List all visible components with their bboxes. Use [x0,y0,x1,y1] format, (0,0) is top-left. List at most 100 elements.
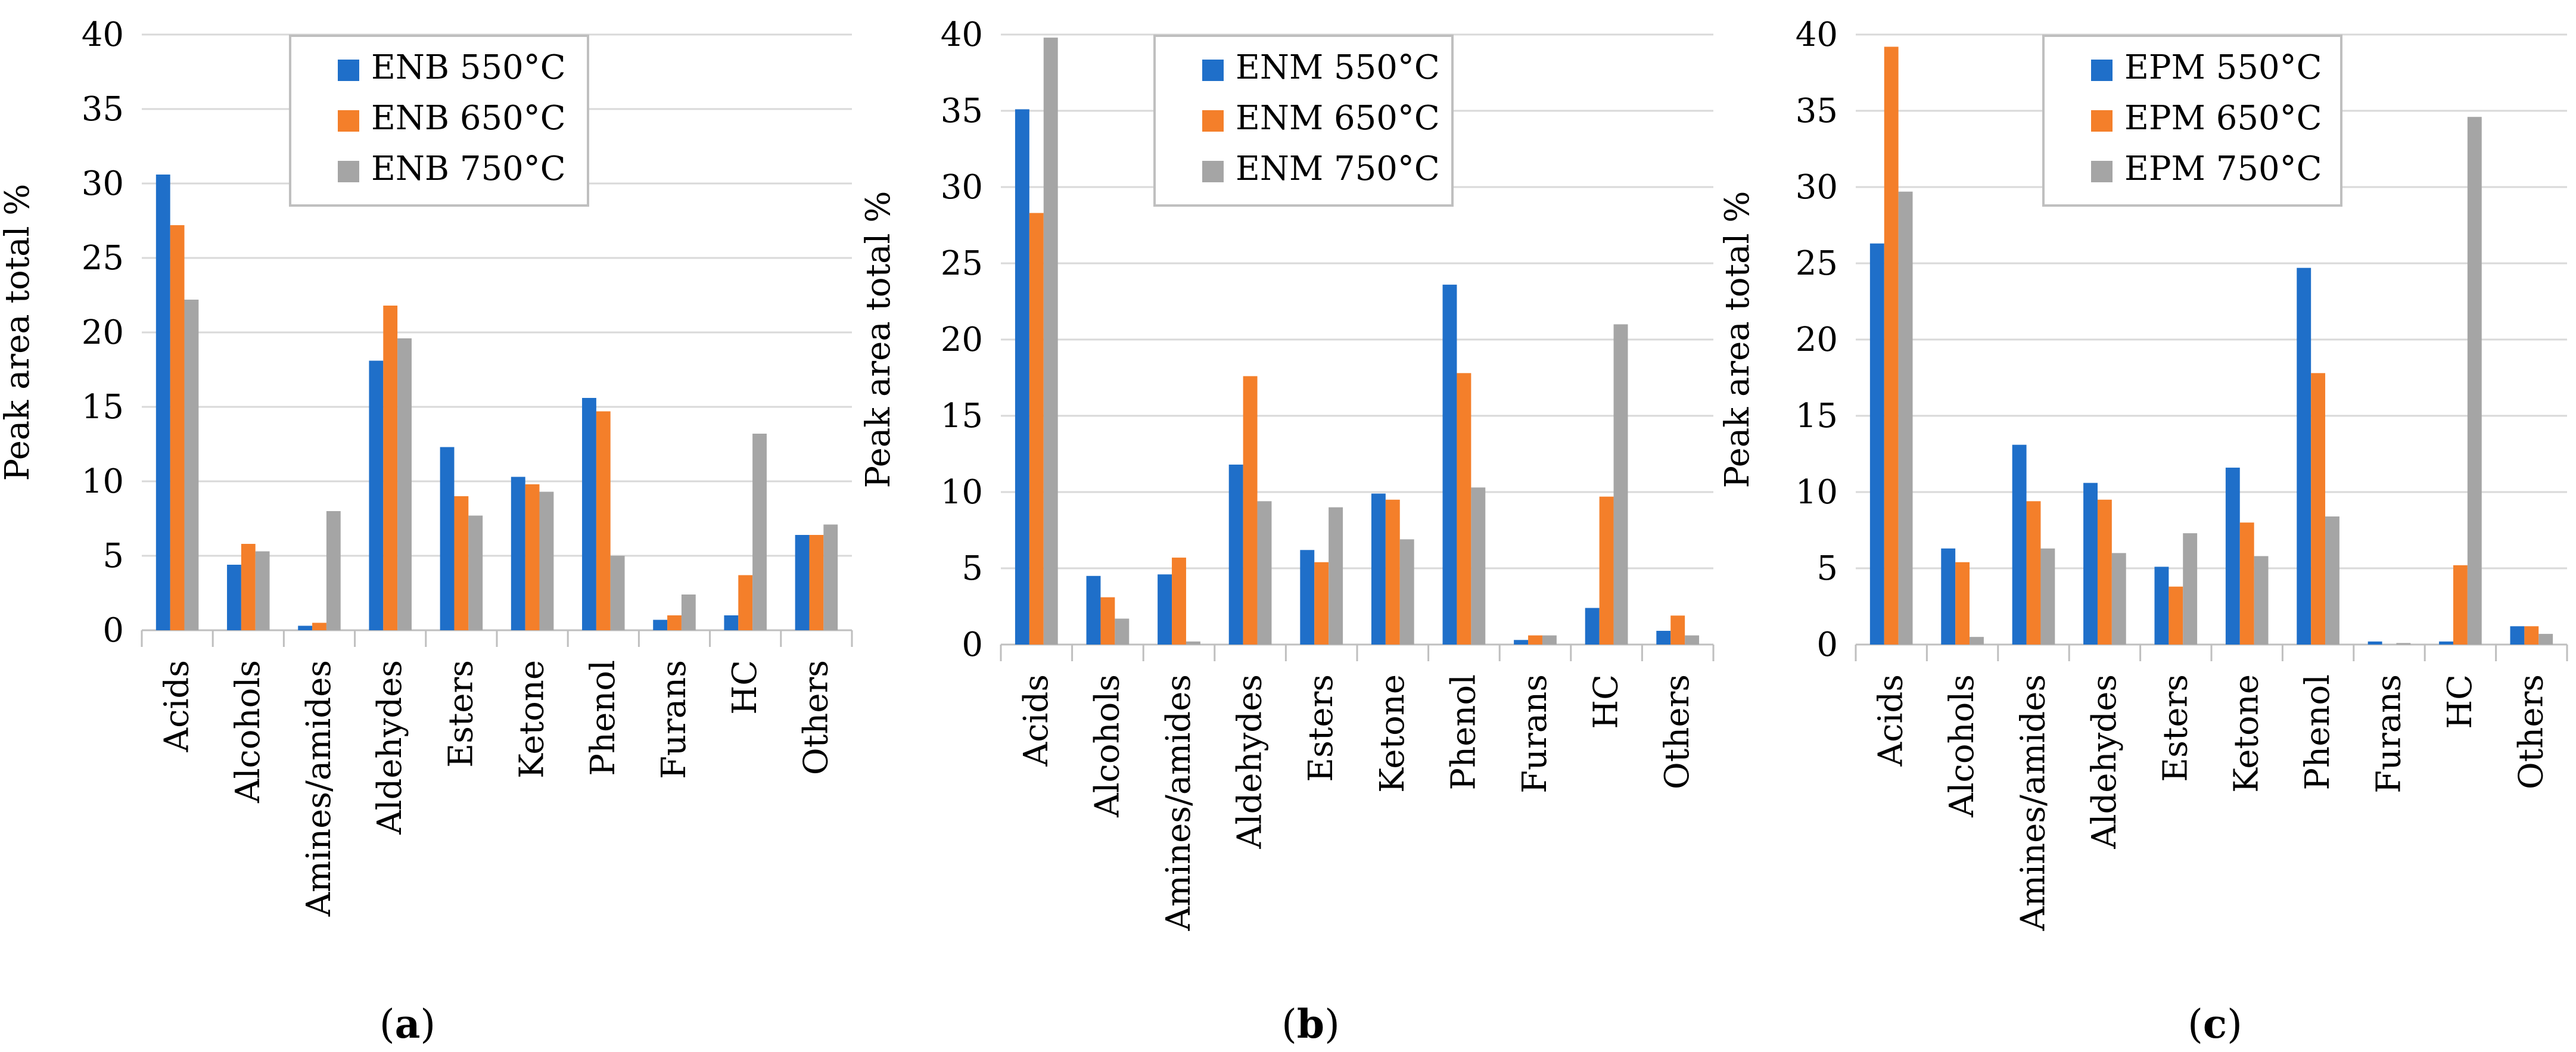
bar-c-s2-c6 [2325,516,2339,645]
bar-b-s0-c6 [1442,284,1457,645]
legend-entry: ENB 650°C [371,99,566,138]
x-tick-label: HC [1587,674,1626,729]
bar-b-s2-c2 [1186,641,1200,645]
x-tick-label: Alcohols [1943,674,1981,818]
y-tick-label: 35 [82,90,124,129]
bar-a-s0-c4 [440,447,455,630]
legend-entry: ENM 650°C [1236,99,1440,138]
bar-a-s2-c9 [823,524,838,630]
bar-c-s1-c3 [2097,499,2112,645]
y-tick-label: 40 [1796,15,1838,54]
bar-b-s1-c0 [1029,213,1044,645]
bar-c-s0-c2 [2012,444,2027,645]
bar-c-s1-c5 [2239,522,2254,645]
bar-b-s2-c9 [1685,635,1700,645]
y-tick-label: 25 [941,244,983,283]
legend-swatch [2091,161,2113,182]
legend-swatch [2091,60,2113,81]
bar-c-s1-c6 [2311,373,2326,645]
y-tick-label: 20 [941,320,983,359]
bar-a-s0-c8 [724,615,739,630]
bar-c-s0-c3 [2083,483,2098,645]
legend-entry: ENB 750°C [371,150,566,188]
x-tick-label: Others [1658,674,1697,789]
bar-c-s2-c9 [2538,634,2553,645]
bar-c-s2-c4 [2183,533,2198,645]
x-tick-label: Others [2512,674,2550,789]
bar-a-s1-c9 [809,535,824,630]
bar-b-s2-c4 [1329,507,1343,645]
bar-b-s2-c6 [1471,487,1486,645]
x-tick-label: Esters [2156,674,2195,782]
bar-a-s0-c6 [582,398,596,630]
bar-c-s2-c3 [2111,553,2126,645]
bar-b-s2-c1 [1115,618,1130,645]
bar-a-s1-c3 [383,306,398,630]
bar-a-s1-c1 [241,544,256,630]
bar-a-s0-c9 [795,535,810,630]
y-axis-label: Peak area total % [1718,191,1757,488]
bar-b-s1-c7 [1528,635,1542,645]
bar-a-s1-c6 [596,411,611,630]
y-tick-label: 30 [941,168,983,207]
y-tick-label: 35 [941,92,983,130]
bar-b-s0-c8 [1585,608,1600,645]
bar-c-s1-c1 [1955,562,1970,645]
x-tick-label: Amines/amides [2014,674,2053,931]
legend-swatch [1202,161,1224,182]
bar-c-s0-c7 [2367,641,2382,645]
legend-swatch [1202,60,1224,81]
bar-b-s0-c5 [1371,493,1386,645]
legend-entry: ENM 550°C [1236,48,1440,87]
bar-a-s0-c1 [227,565,241,630]
bar-a-s0-c0 [155,175,170,630]
chart-panel-b: 0 5 10 15 20 25 30 35 40 Acids Alcohols Amines/amid… [859,15,1715,1047]
y-tick-label: 0 [1816,625,1838,664]
bar-c-s0-c8 [2439,641,2453,645]
y-tick-label: 10 [941,473,983,512]
y-tick-label: 15 [82,388,124,427]
bar-a-s2-c4 [468,515,483,630]
x-tick-label: Aldehydes [1231,674,1270,849]
y-tick-label: 35 [1796,92,1838,130]
bar-b-s2-c3 [1257,501,1272,645]
bar-b-s2-c7 [1542,635,1557,645]
bar-c-s2-c0 [1898,191,1913,645]
legend: ENM 550°C ENM 650°C ENM 750°C [1153,35,1454,207]
bar-b-s0-c7 [1514,640,1529,645]
y-tick-label: 40 [941,15,983,54]
bar-b-s0-c4 [1300,550,1315,645]
bar-b-s1-c9 [1670,615,1685,645]
bar-b-s0-c2 [1158,574,1172,645]
bar-a-s2-c2 [326,511,341,630]
y-tick-label: 10 [82,462,124,501]
bar-b-s2-c8 [1613,324,1628,645]
bar-c-s2-c8 [2467,117,2482,645]
bar-a-s2-c1 [255,551,270,630]
x-tick-label: Phenol [2298,674,2337,790]
bar-c-s1-c0 [1884,46,1899,645]
chart-panel-a: 0 5 10 15 20 25 30 35 40 Acids Alcohols Amines/amid… [0,15,853,1047]
x-tick-label: Phenol [584,660,623,776]
y-tick-label: 25 [82,239,124,278]
bar-a-s1-c7 [667,615,682,630]
x-tick-label: Acids [1017,674,1056,767]
y-tick-label: 20 [82,313,124,352]
bar-b-s2-c0 [1043,38,1058,645]
bar-b-s1-c3 [1243,376,1258,645]
bar-c-s1-c8 [2453,565,2468,645]
x-tick-label: Esters [441,660,480,768]
y-axis-label: Peak area total % [859,191,898,488]
bar-a-s2-c7 [681,595,696,630]
bar-c-s1-c4 [2169,586,2183,645]
bar-c-s0-c4 [2154,567,2169,645]
bar-b-s1-c8 [1599,496,1614,645]
bar-a-s0-c7 [653,620,668,630]
y-tick-label: 5 [102,537,124,575]
x-tick-label: Aldehydes [371,660,409,835]
bar-b-s1-c2 [1172,558,1186,645]
bar-c-s1-c2 [2026,501,2041,645]
legend-entry: EPM 750°C [2124,150,2322,188]
x-tick-label: Aldehydes [2085,674,2124,849]
